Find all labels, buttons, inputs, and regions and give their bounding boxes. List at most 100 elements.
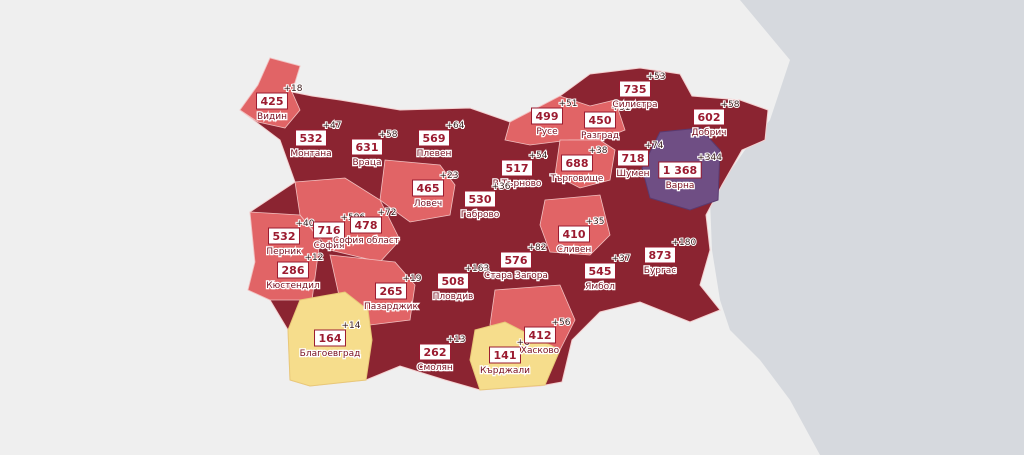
region-label: 532+47 Монтана xyxy=(289,120,342,160)
region-name: Перник xyxy=(266,247,302,257)
region-delta: +54 xyxy=(528,151,547,161)
region-delta: +13 xyxy=(446,335,465,345)
region-delta: +35 xyxy=(585,217,604,227)
region xyxy=(294,177,401,263)
region-delta: +58 xyxy=(720,100,739,110)
value-box xyxy=(464,190,496,208)
region-label: 576+82 Стара Загора xyxy=(483,242,549,282)
value-box xyxy=(314,329,346,347)
region-name: Враца xyxy=(352,158,381,168)
region-label: 508+163 Пловдив xyxy=(431,263,490,303)
value-box xyxy=(524,326,556,344)
region-delta: +180 xyxy=(671,238,696,248)
value-box xyxy=(617,149,649,167)
value-box xyxy=(418,129,450,147)
region-delta: +53 xyxy=(646,72,665,82)
region-label: 569+64 Плевен xyxy=(415,120,465,160)
region-value: 465 xyxy=(417,182,440,195)
value-box xyxy=(412,179,444,197)
region-label: 1 368+344 Варна xyxy=(658,152,723,192)
region-value: 262 xyxy=(424,346,447,359)
region-delta: +36 xyxy=(491,182,510,192)
region-name: Пазарджик xyxy=(364,302,418,312)
region-delta: +18 xyxy=(283,84,302,94)
region-delta: +31 xyxy=(611,103,630,113)
region-value: 286 xyxy=(282,264,305,277)
region-label: 478+72 София област xyxy=(332,207,401,247)
region-value: 499 xyxy=(536,110,559,123)
region-name: Ловеч xyxy=(414,199,442,209)
region-name: Монтана xyxy=(290,149,331,159)
region-name: Русе xyxy=(536,127,558,137)
region-name: Благоевград xyxy=(300,349,361,359)
region-delta: +12 xyxy=(304,253,323,263)
value-box xyxy=(558,225,590,243)
value-box xyxy=(658,161,702,179)
region-name: Хасково xyxy=(521,346,560,356)
region-label: 412+56 Хасково xyxy=(520,317,572,357)
value-box xyxy=(644,246,676,264)
region-value: 716 xyxy=(318,224,341,237)
region-label: 465+23 Ловеч xyxy=(412,170,459,210)
region-value: 718 xyxy=(622,152,645,165)
region xyxy=(504,95,626,146)
region-label: 425+18 Видин xyxy=(256,83,304,123)
region-value: 873 xyxy=(649,249,672,262)
region-value: 532 xyxy=(273,230,296,243)
region-name: Силистра xyxy=(612,100,657,110)
region-name: Бургас xyxy=(644,266,676,276)
region-delta: +38 xyxy=(588,146,607,156)
black-sea xyxy=(710,0,1024,455)
region-name: Стара Загора xyxy=(484,271,548,281)
region-delta: +56 xyxy=(551,318,570,328)
region-value: 1 368 xyxy=(663,164,697,177)
region-name: Смолян xyxy=(417,363,453,373)
value-box xyxy=(500,251,532,269)
region-value: 530 xyxy=(469,193,492,206)
value-box xyxy=(561,154,593,172)
value-box xyxy=(489,346,521,364)
region-name: София област xyxy=(333,236,399,246)
value-box xyxy=(351,138,383,156)
region-value: 450 xyxy=(589,114,612,127)
value-box xyxy=(584,111,616,129)
region-name: Добрич xyxy=(692,128,727,138)
region-value: 688 xyxy=(566,157,589,170)
region-value: 508 xyxy=(442,275,465,288)
region-delta: +344 xyxy=(697,153,722,163)
region-label: 532+40 Перник xyxy=(265,218,316,258)
region-label: 530+36 Габрово xyxy=(459,181,511,221)
region-name: Ямбол xyxy=(585,282,615,292)
region-value: 478 xyxy=(355,219,378,232)
region-label: 688+38 Търговище xyxy=(548,145,608,185)
region-value: 517 xyxy=(506,162,529,175)
region-value: 545 xyxy=(589,265,612,278)
value-box xyxy=(268,227,300,245)
region-label: 545+37 Ямбол xyxy=(584,253,632,293)
region-name: Разград xyxy=(581,131,619,141)
value-box xyxy=(313,221,345,239)
region-name: Плевен xyxy=(417,149,452,159)
region-label: 410+35 Сливен xyxy=(555,216,605,256)
region-name: Видин xyxy=(257,112,287,122)
region-delta: +37 xyxy=(611,254,630,264)
region-value: 532 xyxy=(300,132,323,145)
region-label: 602+58 Добрич xyxy=(690,99,740,139)
region-value: 735 xyxy=(624,83,647,96)
region-name: Сливен xyxy=(557,245,592,255)
region-name: Шумен xyxy=(616,169,649,179)
region xyxy=(539,194,611,256)
value-box xyxy=(419,343,451,361)
region-label: 450+31 Разград xyxy=(580,102,632,142)
region-delta: +19 xyxy=(402,274,421,284)
region-delta: +40 xyxy=(295,219,314,229)
region-label: 499+51 Русе xyxy=(531,98,578,138)
region-label: 164+14 Благоевград xyxy=(298,320,361,360)
region-name: София xyxy=(314,241,345,251)
region-value: 410 xyxy=(563,228,586,241)
region-value: 602 xyxy=(698,111,721,124)
value-box xyxy=(437,272,469,290)
region-delta: +47 xyxy=(322,121,341,131)
